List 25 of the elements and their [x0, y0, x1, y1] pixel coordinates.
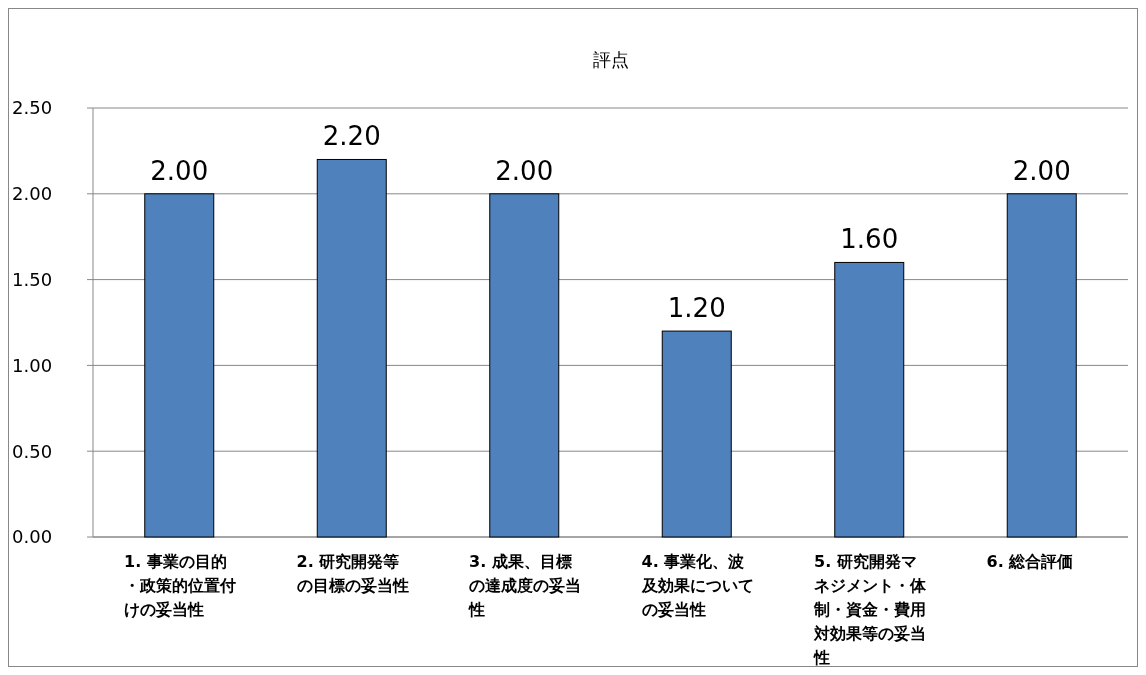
bar — [316, 158, 387, 538]
data-label: 1.60 — [840, 224, 899, 255]
data-label: 2.00 — [150, 155, 209, 186]
bar — [834, 261, 905, 538]
x-tick-label: 6. 総合評価 — [986, 552, 1074, 571]
bar — [144, 193, 215, 538]
bar — [1006, 193, 1077, 538]
data-label: 2.20 — [322, 121, 381, 152]
y-tick-label: 2.00 — [12, 183, 53, 205]
bar — [489, 193, 560, 538]
chart-title: 評点 — [592, 49, 629, 70]
bar — [661, 330, 732, 538]
data-label: 1.20 — [667, 293, 726, 324]
y-tick-label: 1.00 — [12, 354, 53, 376]
x-tick-label: 2. 研究開発等の目標の妥当性 — [296, 552, 409, 595]
x-tick-label: 5. 研究開発マネジメント・体制・資金・費用対効果等の妥当性 — [813, 552, 928, 667]
x-tick-label: 3. 成果、目標の達成度の妥当性 — [468, 552, 582, 619]
x-tick-label: 4. 事業化、波及効果についての妥当性 — [640, 552, 754, 619]
data-label: 2.00 — [1012, 155, 1071, 186]
y-tick-label: 0.00 — [12, 526, 53, 548]
data-label: 2.00 — [495, 155, 554, 186]
y-tick-label: 2.50 — [12, 97, 53, 119]
y-tick-label: 1.50 — [12, 268, 53, 290]
x-tick-label: 1. 事業の目的・政策的位置付けの妥当性 — [124, 552, 237, 619]
y-tick-label: 0.50 — [12, 440, 53, 462]
